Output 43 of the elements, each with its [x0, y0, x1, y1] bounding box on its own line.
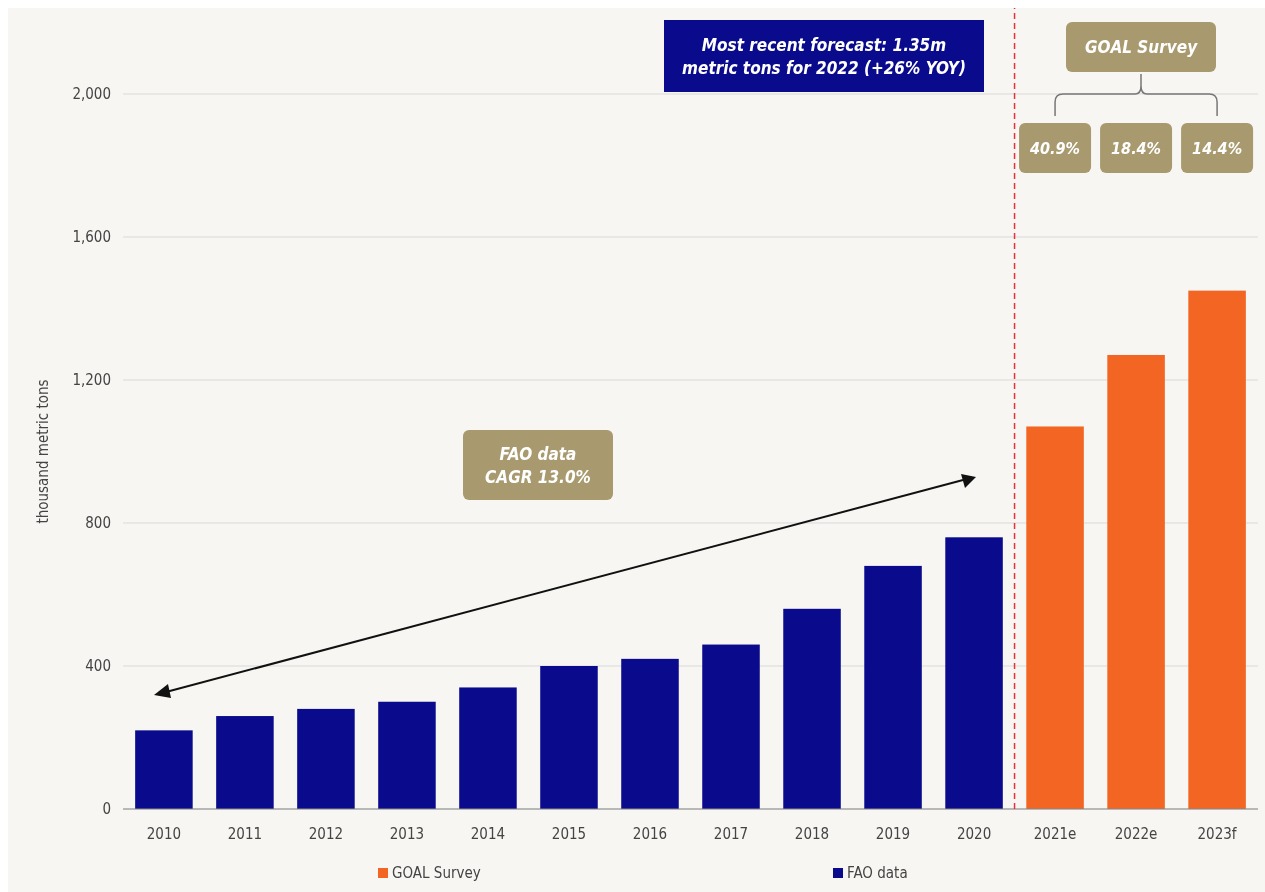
bar	[621, 658, 679, 809]
x-tick-label: 2019	[875, 825, 911, 843]
y-tick-label: 1,600	[72, 228, 111, 247]
legend-label: FAO data	[847, 864, 908, 882]
x-tick-label: 2023f	[1197, 825, 1238, 843]
y-tick-label: 0	[102, 800, 111, 819]
y-tick-label: 400	[85, 657, 111, 676]
x-tick-label: 2017	[713, 825, 749, 843]
y-tick-label: 1,200	[72, 371, 111, 390]
legend-label: GOAL Survey	[392, 864, 481, 882]
text: GOAL Survey	[1084, 36, 1199, 57]
x-tick-label: 2012	[308, 825, 344, 843]
annotation: 18.4%	[1111, 138, 1162, 158]
x-tick-label: 2014	[470, 825, 506, 843]
x-tick-label: 2021e	[1033, 825, 1077, 843]
y-tick-label: 800	[85, 514, 111, 533]
annotation: 14.4%	[1192, 138, 1243, 158]
annotation: FAO data CAGR 13.0%	[485, 443, 591, 487]
x-tick-label: 2022e	[1114, 825, 1158, 843]
x-tick-label: 2010	[146, 825, 182, 843]
x-tick-label: 2016	[632, 825, 668, 843]
x-tick-label: 2015	[551, 825, 587, 843]
bar	[783, 608, 841, 809]
bar	[945, 537, 1003, 809]
text: Most recent forecast: 1.35m metric tons for 2022 (+26% YOY)	[682, 34, 966, 78]
bar	[1107, 354, 1165, 809]
bar	[702, 644, 760, 809]
bar	[297, 708, 355, 809]
x-tick-label: 2011	[227, 825, 263, 843]
bar	[864, 565, 922, 809]
bar	[378, 701, 436, 809]
bar	[1026, 426, 1084, 809]
x-tick-label: 2020	[956, 825, 992, 843]
y-tick-label: 2,000	[72, 85, 111, 104]
bar	[216, 716, 274, 809]
bar	[459, 687, 517, 809]
y-axis-title: thousand metric tons	[34, 379, 52, 524]
bar	[135, 730, 193, 809]
x-tick-label: 2018	[794, 825, 830, 843]
bar	[540, 666, 598, 809]
bar	[1188, 290, 1246, 809]
x-tick-label: 2013	[389, 825, 425, 843]
annotation: 40.9%	[1029, 138, 1081, 158]
